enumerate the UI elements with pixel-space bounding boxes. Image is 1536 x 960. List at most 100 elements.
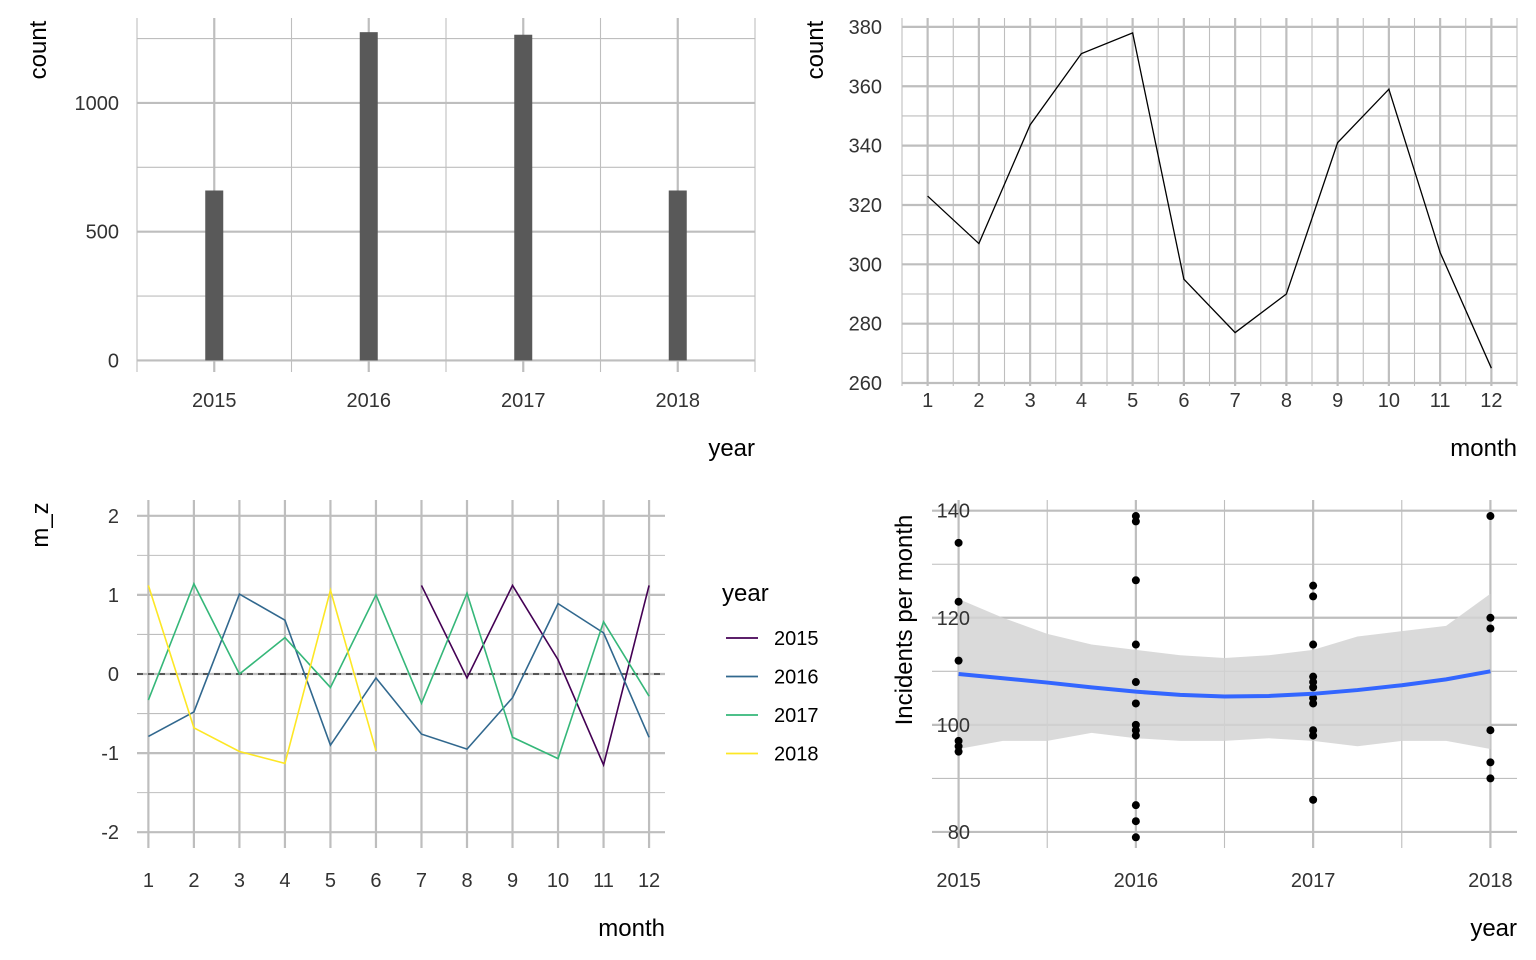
scatter-point (954, 747, 963, 756)
monthly-line-x-tick-label: 4 (1076, 390, 1087, 412)
scatter-y-tick-label: 140 (937, 501, 970, 523)
scatter-y-tick-label: 80 (948, 822, 970, 844)
scatter-x-tick-label: 2018 (1468, 870, 1513, 892)
scatter-point (1131, 817, 1140, 826)
mz-line-x-tick-label: 2 (188, 870, 199, 892)
bar-2016 (359, 32, 378, 361)
scatter-point (954, 656, 963, 665)
scatter-tick-labels: 2015 2016 2017 2018 80 100 120 140 (936, 501, 1512, 892)
mz-line-series (137, 581, 665, 768)
scatter-point (1309, 795, 1318, 804)
monthly-line-x-tick-label: 6 (1178, 390, 1189, 412)
scatter-point (1131, 640, 1140, 649)
scatter-point (1486, 758, 1495, 767)
bar-chart-panel: 2015 2016 2017 2018 0 500 1000 year count (25, 18, 756, 462)
mz-line-y-tick-label: 0 (108, 664, 119, 686)
monthly-line-y-axis-title: count (802, 20, 829, 79)
scatter-x-axis-title: year (1470, 915, 1517, 942)
bar-chart-x-tick-label: 2015 (192, 390, 237, 412)
scatter-point (1131, 678, 1140, 687)
mz-line-x-tick-label: 10 (547, 870, 569, 892)
scatter-point (1486, 624, 1495, 633)
bar-chart-x-tick-label: 2016 (347, 390, 392, 412)
bar-2018 (668, 190, 687, 361)
mz-legend-label: 2015 (774, 628, 819, 650)
mz-line-x-tick-label: 1 (143, 870, 154, 892)
mz-line-x-tick-label: 4 (279, 870, 290, 892)
scatter-point (1309, 731, 1318, 740)
monthly-line-x-tick-label: 5 (1127, 390, 1138, 412)
scatter-x-tick-label: 2017 (1291, 870, 1336, 892)
monthly-line-x-tick-label: 10 (1378, 390, 1400, 412)
scatter-x-tick-label: 2015 (936, 870, 981, 892)
scatter-point (1309, 683, 1318, 692)
monthly-line-y-tick-label: 360 (849, 76, 882, 98)
bar-2017 (514, 34, 533, 361)
scatter-y-axis-title: Incidents per month (891, 515, 918, 726)
monthly-count-line (927, 31, 1492, 369)
mz-line-x-tick-label: 5 (325, 870, 336, 892)
mz-series-line-2016 (147, 592, 650, 751)
scatter-x-tick-label: 2016 (1114, 870, 1159, 892)
mz-line-x-tick-label: 8 (461, 870, 472, 892)
monthly-line-x-axis-title: month (1450, 435, 1517, 462)
scatter-point (1309, 640, 1318, 649)
mz-line-y-tick-label: 2 (108, 506, 119, 528)
scatter-point (1131, 731, 1140, 740)
scatter-point (1486, 726, 1495, 735)
monthly-line-x-tick-label: 3 (1025, 390, 1036, 412)
scatter-point (1131, 576, 1140, 585)
monthly-line-x-tick-label: 1 (922, 390, 933, 412)
bar-chart-x-tick-label: 2017 (501, 390, 546, 412)
mz-series-line-2015 (420, 583, 650, 768)
mz-legend-keys: 2015 2016 2017 2018 (726, 628, 819, 766)
scatter-point (1131, 833, 1140, 842)
monthly-line-y-tick-label: 340 (849, 136, 882, 158)
mz-legend-label: 2016 (774, 667, 819, 689)
scatter-marks (954, 512, 1495, 842)
monthly-line-y-tick-label: 320 (849, 195, 882, 217)
mz-line-x-tick-label: 9 (507, 870, 518, 892)
monthly-line-series (927, 31, 1492, 369)
scatter-y-tick-label: 120 (937, 608, 970, 630)
mz-line-x-tick-label: 6 (370, 870, 381, 892)
scatter-point (1486, 774, 1495, 783)
mz-legend-label: 2017 (774, 705, 819, 727)
bar-chart-grid (136, 18, 756, 372)
mz-line-x-axis-title: month (598, 915, 665, 942)
scatter-y-tick-label: 100 (937, 715, 970, 737)
scatter-confidence-band (958, 593, 1491, 749)
mz-series-line-2018 (147, 585, 377, 765)
scatter-point (1131, 801, 1140, 810)
scatter-point (1131, 699, 1140, 708)
scatter-point (1131, 517, 1140, 526)
mz-line-x-tick-label: 7 (416, 870, 427, 892)
scatter-point (954, 597, 963, 606)
monthly-line-x-tick-label: 12 (1480, 390, 1502, 412)
bar-chart-tick-labels: 2015 2016 2017 2018 0 500 1000 (75, 93, 701, 412)
bar-chart-x-axis-title: year (708, 435, 755, 462)
monthly-line-x-tick-label: 8 (1281, 390, 1292, 412)
bar-chart-y-tick-label: 500 (86, 222, 119, 244)
bar-2015 (205, 190, 224, 361)
mz-legend-title: year (722, 580, 769, 607)
bar-chart-bars (205, 32, 687, 361)
scatter-point (1309, 699, 1318, 708)
mz-series-line-2017 (147, 581, 650, 760)
bar-chart-x-tick-label: 2018 (656, 390, 701, 412)
mz-line-y-tick-label: -1 (101, 743, 119, 765)
monthly-line-x-tick-label: 11 (1430, 390, 1451, 412)
scatter-panel: 2015 2016 2017 2018 80 100 120 140 year Inciden… (891, 500, 1517, 942)
mz-legend: year 2015 2016 2017 2018 (722, 580, 819, 766)
bar-chart-y-tick-label: 0 (108, 350, 119, 372)
scatter-point (954, 538, 963, 547)
monthly-line-y-tick-label: 280 (849, 314, 882, 336)
bar-chart-y-axis-title: count (25, 20, 52, 79)
mz-line-x-tick-label: 12 (638, 870, 660, 892)
scatter-point (1309, 581, 1318, 590)
mz-line-x-tick-label: 11 (593, 870, 614, 892)
